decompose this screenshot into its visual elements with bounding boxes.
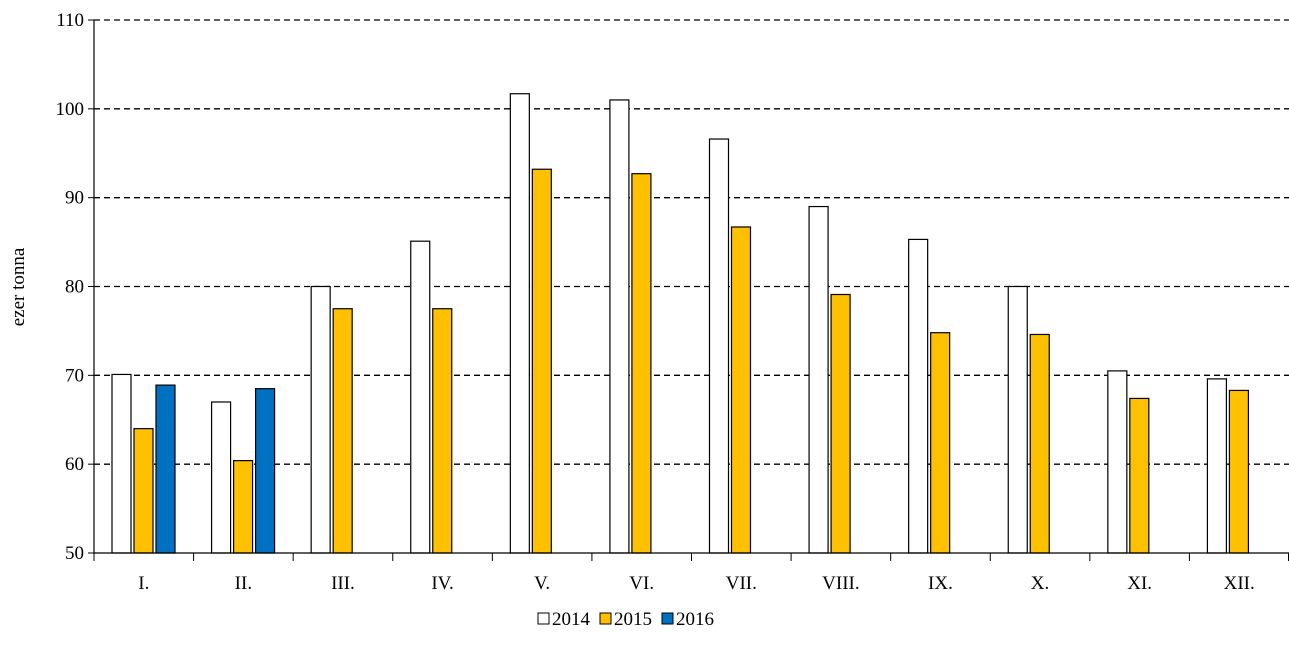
- x-tick-label: XII.: [1224, 573, 1255, 594]
- bar-2016-1: [156, 385, 175, 553]
- bar-2015-7: [732, 227, 751, 553]
- legend-label-2015: 2015: [614, 609, 652, 630]
- bar-2016-2: [256, 389, 275, 553]
- x-tick-label: I.: [138, 573, 149, 594]
- legend-label-2014: 2014: [552, 609, 591, 630]
- legend-swatch-2014: [538, 613, 549, 624]
- bar-2015-9: [931, 333, 950, 553]
- y-tick-labels: 50 60 70 80 90 100 110: [56, 10, 95, 564]
- y-axis-label: ezer tonna: [8, 247, 29, 326]
- bar-2014-10: [1008, 287, 1027, 554]
- bar-2014-9: [909, 239, 928, 553]
- bar-2014-1: [112, 374, 131, 553]
- y-tick-label: 80: [65, 277, 84, 298]
- legend-label-2016: 2016: [676, 609, 714, 630]
- y-tick-label: 60: [65, 454, 84, 475]
- bar-2014-6: [610, 100, 629, 553]
- x-tick-label: X.: [1031, 573, 1049, 594]
- y-tick-label: 100: [56, 99, 85, 120]
- bar-2014-3: [311, 287, 330, 554]
- bar-2014-8: [809, 207, 828, 553]
- bar-2015-11: [1130, 398, 1149, 553]
- legend: 2014 2015 2016: [538, 609, 714, 630]
- x-tick-label: II.: [235, 573, 252, 594]
- x-tick-labels: I. II. III. IV. V. VI. VII. VIII. IX. X. XI. XII.: [94, 553, 1289, 594]
- bar-2015-10: [1030, 334, 1049, 553]
- bar-2014-4: [411, 241, 430, 553]
- legend-swatch-2015: [600, 613, 611, 624]
- bar-2015-3: [333, 309, 352, 553]
- bar-2015-12: [1229, 390, 1248, 553]
- x-tick-label: VIII.: [822, 573, 859, 594]
- bar-2014-7: [710, 139, 729, 553]
- bar-2015-1: [134, 429, 153, 553]
- bar-2015-2: [234, 461, 253, 553]
- bar-2015-5: [532, 169, 551, 553]
- bar-2015-8: [831, 294, 850, 553]
- bar-2015-4: [433, 309, 452, 553]
- y-tick-label: 110: [56, 10, 84, 31]
- bar-2014-5: [510, 94, 529, 553]
- y-tick-label: 70: [65, 365, 84, 386]
- bar-2015-6: [632, 174, 651, 553]
- bar-2014-12: [1207, 379, 1226, 553]
- legend-swatch-2016: [662, 613, 673, 624]
- x-tick-label: XI.: [1127, 573, 1152, 594]
- y-tick-label: 50: [65, 543, 84, 564]
- x-tick-label: VII.: [726, 573, 757, 594]
- bar-2014-2: [212, 402, 231, 553]
- x-tick-label: V.: [534, 573, 550, 594]
- y-tick-label: 90: [65, 188, 84, 209]
- x-tick-label: IX.: [928, 573, 953, 594]
- bar-2014-11: [1108, 371, 1127, 553]
- x-tick-label: IV.: [431, 573, 453, 594]
- x-tick-label: VI.: [629, 573, 654, 594]
- x-tick-label: III.: [331, 573, 355, 594]
- bars: [112, 94, 1248, 553]
